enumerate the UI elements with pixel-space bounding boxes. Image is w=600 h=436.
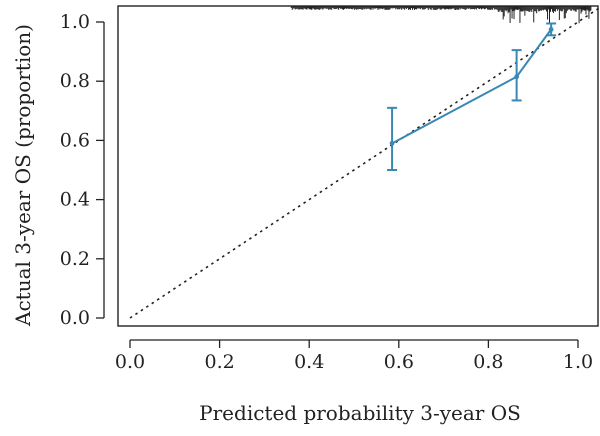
x-axis-title: Predicted probability 3-year OS bbox=[199, 401, 521, 425]
y-axis: 0.0 0.2 0.4 0.6 0.8 1.0 bbox=[60, 11, 105, 329]
y-tick-label: 0.4 bbox=[60, 189, 90, 211]
data-point bbox=[514, 74, 520, 80]
x-tick-label: 0.2 bbox=[204, 351, 234, 373]
data-point bbox=[548, 27, 554, 32]
y-tick-label: 0.2 bbox=[60, 248, 90, 270]
data-point bbox=[389, 140, 395, 146]
x-tick-label: 1.0 bbox=[563, 351, 593, 373]
calibration-line bbox=[391, 28, 552, 145]
rug-marks bbox=[290, 6, 592, 24]
y-axis-title: Actual 3-year OS (proportion) bbox=[11, 24, 35, 327]
x-axis: 0.0 0.2 0.4 0.6 0.8 1.0 bbox=[115, 339, 593, 373]
y-tick-label: 0.8 bbox=[60, 70, 90, 92]
x-tick-label: 0.0 bbox=[115, 351, 145, 373]
x-tick-label: 0.4 bbox=[294, 351, 324, 373]
calibration-series bbox=[387, 22, 557, 171]
y-tick-label: 0.0 bbox=[60, 307, 90, 329]
y-tick-label: 0.6 bbox=[60, 129, 90, 151]
y-tick-label: 1.0 bbox=[60, 11, 90, 33]
x-tick-label: 0.6 bbox=[384, 351, 414, 373]
reference-diagonal-line bbox=[129, 7, 600, 319]
x-tick-label: 0.8 bbox=[473, 351, 503, 373]
